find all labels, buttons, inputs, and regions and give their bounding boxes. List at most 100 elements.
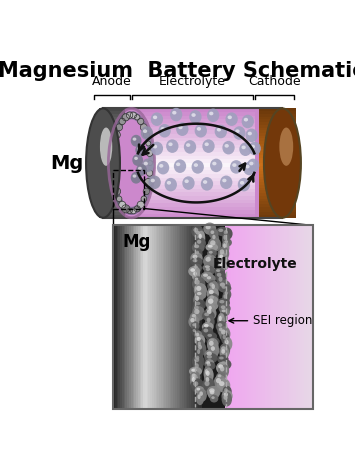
- Ellipse shape: [217, 128, 221, 132]
- Ellipse shape: [218, 374, 222, 377]
- Ellipse shape: [216, 269, 220, 272]
- Bar: [99, 166, 132, 169]
- Ellipse shape: [207, 287, 219, 300]
- Ellipse shape: [264, 109, 301, 217]
- Ellipse shape: [144, 178, 153, 187]
- Ellipse shape: [151, 178, 155, 182]
- Bar: [129, 163, 255, 167]
- Bar: [113, 226, 313, 409]
- Ellipse shape: [141, 126, 153, 140]
- Ellipse shape: [111, 179, 118, 186]
- Bar: [99, 136, 132, 139]
- Bar: [249, 139, 295, 141]
- Bar: [311, 226, 313, 409]
- Ellipse shape: [219, 255, 223, 259]
- Ellipse shape: [207, 352, 212, 356]
- Bar: [115, 226, 116, 409]
- Bar: [249, 191, 295, 193]
- Ellipse shape: [203, 274, 208, 277]
- Ellipse shape: [207, 310, 212, 314]
- Ellipse shape: [222, 310, 226, 312]
- Ellipse shape: [195, 331, 202, 341]
- Ellipse shape: [221, 361, 226, 365]
- Ellipse shape: [217, 274, 227, 289]
- Ellipse shape: [146, 141, 151, 146]
- Bar: [152, 226, 154, 409]
- Ellipse shape: [191, 368, 196, 372]
- Ellipse shape: [190, 312, 201, 322]
- Bar: [129, 138, 255, 141]
- Ellipse shape: [86, 108, 120, 218]
- Ellipse shape: [189, 367, 202, 376]
- Ellipse shape: [264, 109, 301, 218]
- Bar: [125, 226, 127, 409]
- Ellipse shape: [209, 290, 214, 294]
- Bar: [131, 226, 132, 409]
- Ellipse shape: [192, 355, 205, 368]
- Bar: [145, 226, 147, 409]
- Ellipse shape: [167, 181, 171, 184]
- Ellipse shape: [86, 109, 120, 218]
- Ellipse shape: [190, 268, 195, 272]
- Ellipse shape: [206, 361, 210, 365]
- Text: Electrolyte: Electrolyte: [159, 75, 226, 88]
- Ellipse shape: [201, 326, 213, 338]
- Ellipse shape: [134, 206, 140, 212]
- Bar: [307, 226, 309, 409]
- Ellipse shape: [207, 249, 217, 257]
- Ellipse shape: [86, 109, 120, 217]
- Ellipse shape: [193, 381, 198, 386]
- Ellipse shape: [131, 172, 142, 184]
- Ellipse shape: [207, 280, 218, 292]
- Bar: [295, 226, 298, 409]
- Bar: [229, 226, 231, 409]
- Bar: [129, 203, 255, 207]
- Bar: [99, 141, 132, 144]
- Bar: [99, 163, 132, 166]
- Bar: [262, 226, 264, 409]
- Ellipse shape: [238, 178, 250, 191]
- Ellipse shape: [176, 163, 180, 166]
- Ellipse shape: [222, 241, 229, 255]
- Bar: [140, 226, 141, 409]
- Bar: [129, 120, 255, 123]
- Ellipse shape: [212, 284, 215, 289]
- Ellipse shape: [136, 164, 147, 176]
- Bar: [284, 226, 286, 409]
- Ellipse shape: [221, 305, 225, 309]
- Ellipse shape: [224, 144, 229, 148]
- Bar: [134, 226, 136, 409]
- Ellipse shape: [211, 346, 215, 351]
- Bar: [249, 198, 295, 201]
- Bar: [129, 192, 255, 196]
- Bar: [264, 226, 267, 409]
- Bar: [249, 136, 295, 139]
- Bar: [200, 226, 202, 409]
- Ellipse shape: [216, 362, 228, 374]
- Ellipse shape: [153, 145, 157, 149]
- Bar: [267, 226, 269, 409]
- Bar: [147, 226, 148, 409]
- Ellipse shape: [218, 363, 229, 378]
- Bar: [99, 139, 132, 141]
- Bar: [198, 226, 200, 409]
- Ellipse shape: [217, 378, 230, 392]
- Bar: [136, 226, 138, 409]
- Ellipse shape: [197, 127, 201, 131]
- Ellipse shape: [224, 230, 228, 234]
- Bar: [253, 226, 256, 409]
- Ellipse shape: [222, 392, 232, 406]
- Bar: [127, 226, 129, 409]
- Ellipse shape: [148, 161, 152, 165]
- Ellipse shape: [193, 272, 197, 276]
- Ellipse shape: [131, 135, 142, 147]
- Ellipse shape: [192, 242, 204, 253]
- Ellipse shape: [126, 112, 133, 119]
- Bar: [155, 226, 157, 409]
- Ellipse shape: [221, 346, 225, 351]
- Bar: [227, 226, 229, 409]
- Ellipse shape: [218, 252, 227, 264]
- Bar: [249, 210, 295, 212]
- Bar: [157, 226, 159, 409]
- Ellipse shape: [194, 358, 199, 362]
